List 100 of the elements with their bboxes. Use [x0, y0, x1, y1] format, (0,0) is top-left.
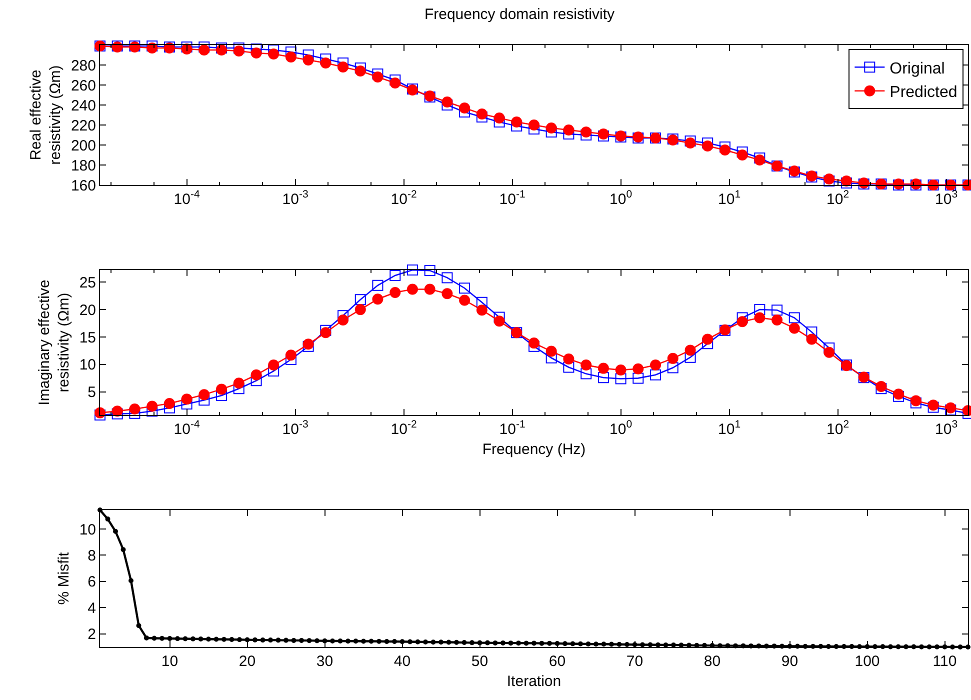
- point: [459, 102, 470, 114]
- point: [285, 52, 296, 62]
- point: [181, 394, 192, 405]
- y-tick-label: 25: [79, 274, 96, 292]
- point: [406, 264, 418, 276]
- point: [563, 124, 574, 136]
- y-tick-label: 10: [79, 521, 96, 538]
- point: [459, 282, 470, 294]
- y-tick-label: 160: [70, 177, 96, 194]
- x-tick-label: 10$^{2}$: [826, 188, 850, 208]
- point: [250, 375, 262, 386]
- y-tick-label: 5: [88, 384, 96, 402]
- point: [788, 322, 800, 334]
- x-axis-title: Iteration: [506, 673, 562, 690]
- y-tick-label: 280: [70, 57, 96, 74]
- x-tick-label: 100: [854, 653, 880, 670]
- y-tick-label: 260: [70, 77, 96, 94]
- y-tick-label: 200: [70, 137, 96, 154]
- point: [233, 46, 244, 56]
- y-tick-label: 15: [79, 329, 96, 346]
- point: [684, 352, 696, 363]
- x-tick-label: 80: [704, 653, 721, 670]
- point: [876, 383, 887, 394]
- point: [285, 354, 296, 366]
- x-tick-label: 10$^{1}$: [718, 188, 741, 208]
- point: [372, 72, 384, 82]
- point: [338, 310, 349, 322]
- x-tick-label: 10$^{2}$: [826, 418, 850, 438]
- point: [354, 66, 366, 76]
- point: [494, 112, 505, 124]
- point: [372, 294, 384, 305]
- point: [320, 58, 332, 68]
- point: [181, 398, 192, 410]
- y-tick-label: 4: [88, 600, 96, 617]
- y-tick-label: 2: [88, 626, 96, 644]
- chart-title: Frequency domain resistivity: [424, 6, 616, 24]
- point: [320, 324, 332, 336]
- point: [754, 304, 766, 316]
- point: [216, 384, 228, 395]
- x-tick-label: 10$^{3}$: [935, 188, 958, 208]
- point: [511, 116, 522, 128]
- point: [667, 352, 678, 364]
- point: [424, 284, 436, 295]
- point: [476, 304, 488, 316]
- x-tick-label: 50: [471, 653, 488, 670]
- x-tick-label: 10: [161, 653, 178, 670]
- x-tick-label: 110: [932, 653, 957, 670]
- point: [424, 265, 436, 276]
- x-tick-label: 10$^{-4}$: [174, 418, 200, 438]
- point: [390, 78, 401, 88]
- point: [528, 338, 540, 349]
- point: [233, 383, 244, 394]
- point: [615, 364, 626, 376]
- point: [736, 312, 748, 324]
- point: [580, 368, 592, 380]
- point: [390, 270, 401, 281]
- point: [250, 369, 262, 380]
- point: [945, 402, 956, 414]
- y-tick-label: 240: [70, 97, 96, 114]
- point: [719, 144, 730, 156]
- point: [268, 360, 280, 371]
- point: [563, 353, 574, 364]
- x-tick-label: 10$^{3}$: [935, 418, 958, 438]
- point: [598, 362, 609, 374]
- y-tick-label: 180: [70, 157, 96, 174]
- point: [354, 294, 366, 306]
- point: [129, 408, 140, 419]
- point: [459, 106, 470, 118]
- point: [129, 403, 140, 414]
- point: [233, 378, 244, 389]
- point: [302, 54, 314, 66]
- legend-label: Predicted: [890, 84, 958, 102]
- point: [754, 312, 766, 324]
- point: [788, 312, 800, 324]
- x-tick-label: 10$^{-2}$: [390, 188, 417, 208]
- point: [580, 360, 592, 371]
- point: [632, 363, 644, 374]
- point: [268, 366, 280, 377]
- point: [442, 272, 453, 284]
- point: [546, 122, 557, 134]
- point: [494, 316, 505, 327]
- point: [824, 346, 835, 358]
- point: [650, 360, 662, 371]
- point: [146, 400, 158, 412]
- point: [320, 327, 332, 338]
- point: [302, 50, 314, 60]
- point: [338, 62, 349, 72]
- legend-label: Original: [890, 60, 945, 78]
- x-tick-label: 10$^{-3}$: [282, 418, 308, 438]
- point: [494, 312, 505, 323]
- point: [702, 338, 714, 350]
- point: [528, 120, 540, 130]
- y-tick-label: 6: [88, 574, 96, 591]
- point: [442, 288, 453, 300]
- point: [216, 390, 228, 401]
- point: [772, 314, 783, 326]
- point: [563, 362, 574, 373]
- point: [702, 140, 714, 152]
- point: [824, 342, 835, 354]
- x-tick-label: 70: [626, 653, 644, 670]
